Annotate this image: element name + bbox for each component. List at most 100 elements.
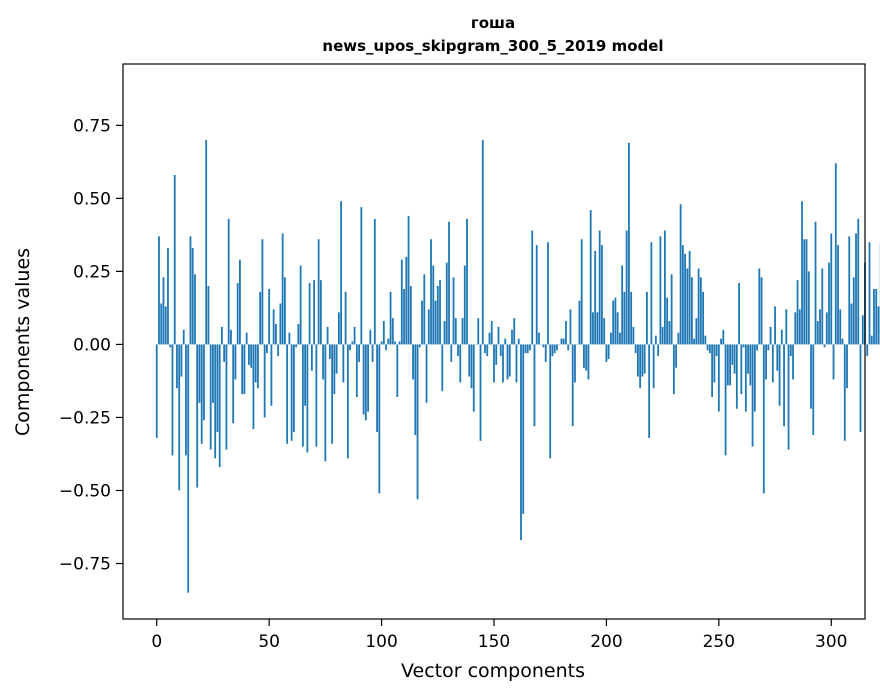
bar (801, 201, 803, 344)
bar (637, 344, 639, 376)
bar (365, 344, 367, 420)
bar (815, 222, 817, 345)
bar (237, 283, 239, 344)
bar (390, 292, 392, 345)
bar (597, 312, 599, 344)
bar (648, 344, 650, 437)
x-tick-label: 100 (365, 632, 397, 652)
bar (529, 344, 531, 350)
bar (450, 344, 452, 362)
bar (511, 330, 513, 345)
bar (693, 339, 695, 345)
bar (835, 163, 837, 344)
bar (821, 268, 823, 344)
bar (462, 318, 464, 344)
bar (792, 344, 794, 379)
bar (486, 344, 488, 356)
bar (691, 277, 693, 344)
bar (293, 344, 295, 432)
bar (621, 266, 623, 345)
bar (255, 344, 257, 382)
bar (612, 301, 614, 345)
bar (698, 268, 700, 344)
bar (266, 344, 268, 353)
bar (662, 327, 664, 345)
bar (677, 333, 679, 345)
bar (360, 207, 362, 344)
bar (635, 344, 637, 353)
bar (358, 344, 360, 362)
bar (779, 344, 781, 405)
bar (653, 344, 655, 388)
bar (842, 339, 844, 345)
bar (731, 344, 733, 364)
bar (619, 333, 621, 345)
bar (394, 342, 396, 345)
bar (279, 304, 281, 345)
bar (549, 344, 551, 458)
bar (423, 274, 425, 344)
bar (752, 344, 754, 446)
bar (579, 301, 581, 345)
bar (241, 344, 243, 394)
x-tick-label: 150 (478, 632, 510, 652)
bar (525, 344, 527, 353)
bar (396, 344, 398, 397)
y-tick-label: −0.50 (59, 481, 111, 501)
bar (509, 344, 511, 376)
bar (774, 306, 776, 344)
bar (538, 333, 540, 345)
bar (473, 344, 475, 411)
bar (689, 251, 691, 344)
bar (235, 344, 237, 379)
bar (794, 312, 796, 344)
x-tick-label: 300 (815, 632, 847, 652)
bar (174, 175, 176, 344)
bar (304, 344, 306, 405)
bar (567, 344, 569, 350)
bar (205, 140, 207, 344)
bar (608, 344, 610, 359)
bar (248, 344, 250, 364)
bar (217, 344, 219, 432)
chart-subtitle: news_upos_skipgram_300_5_2019 model (322, 37, 663, 55)
bar (507, 344, 509, 379)
bar (716, 344, 718, 356)
bar (633, 327, 635, 345)
bar (351, 342, 353, 345)
bar (333, 344, 335, 394)
bar (709, 344, 711, 353)
x-tick-label: 250 (703, 632, 735, 652)
y-axis-label: Components values (12, 248, 34, 436)
bar (513, 318, 515, 344)
bar (848, 236, 850, 344)
bar (806, 239, 808, 344)
bar (349, 344, 351, 350)
bar (866, 344, 868, 356)
bar (603, 318, 605, 344)
bar (592, 312, 594, 344)
bar (734, 344, 736, 373)
bar (363, 344, 365, 414)
x-tick-label: 0 (151, 632, 162, 652)
bars-group (156, 140, 880, 593)
bar (262, 239, 264, 344)
bar (828, 263, 830, 345)
bar (356, 344, 358, 397)
bar (738, 283, 740, 344)
bar (606, 344, 608, 362)
bar (435, 301, 437, 345)
bar (403, 289, 405, 345)
bar (219, 344, 221, 467)
bar (329, 344, 331, 359)
bar (770, 327, 772, 345)
bar (668, 321, 670, 344)
bar (695, 318, 697, 344)
bar (657, 344, 659, 356)
bar (315, 344, 317, 446)
bar (646, 292, 648, 345)
bar (871, 336, 873, 345)
bar (464, 266, 466, 345)
bar (756, 344, 758, 350)
bar (412, 344, 414, 379)
